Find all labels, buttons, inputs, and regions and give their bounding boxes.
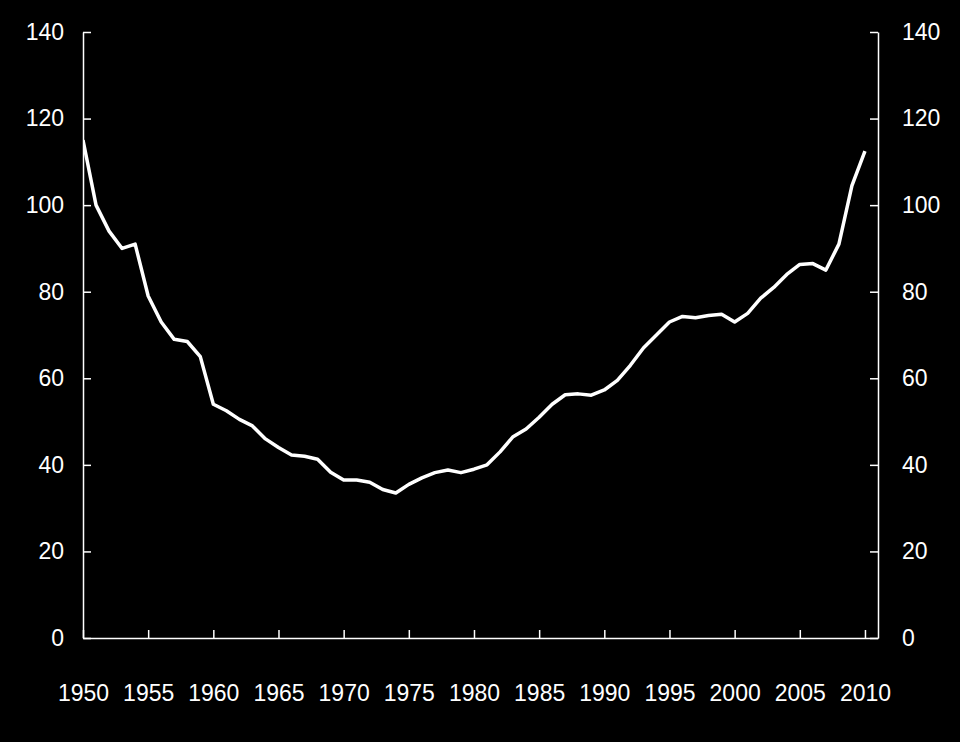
x-axis-line [84,638,879,640]
x-tick: 2000 [710,630,761,706]
y2-tick: 100 [870,192,940,218]
y2-tick-label: 0 [902,625,915,651]
y2-tick: 40 [870,452,928,478]
y-tick-mark [83,118,91,120]
y-tick: 0 [51,625,91,651]
x-tick-mark [343,630,345,638]
x-tick-mark [734,630,736,638]
y-tick-mark [83,551,91,553]
x-tick-mark [800,630,802,638]
x-tick-label: 1955 [123,680,174,706]
y2-tick-label: 140 [902,19,940,45]
y2-tick-mark [870,551,878,553]
x-tick-label: 1970 [319,680,370,706]
x-tick: 1985 [514,630,565,706]
x-tick: 1955 [123,630,174,706]
x-tick: 1970 [319,630,370,706]
x-axis: 1950 1955 1960 1965 1970 1975 1980 1985 1990 1995… [58,630,891,706]
y2-tick: 80 [870,279,928,305]
x-tick: 1965 [253,630,304,706]
x-tick: 1950 [58,630,109,706]
x-tick-label: 2005 [775,680,826,706]
x-tick-mark [474,630,476,638]
y2-tick: 20 [870,538,928,564]
y-tick: 120 [26,105,91,131]
x-tick: 1960 [188,630,239,706]
y-tick-mark [83,205,91,207]
x-tick: 2010 [840,630,891,706]
y-tick-mark [83,291,91,293]
x-tick-label: 1980 [449,680,500,706]
y2-tick-mark [870,638,878,640]
y2-tick: 120 [870,105,940,131]
x-tick-mark [539,630,541,638]
x-tick-label: 1950 [58,680,109,706]
x-tick-mark [148,630,150,638]
x-tick-mark [865,630,867,638]
y2-tick-mark [870,118,878,120]
x-tick-mark [604,630,606,638]
y-tick-label: 60 [38,365,64,391]
x-tick: 1980 [449,630,500,706]
y2-axis-line [878,33,880,639]
y-tick: 100 [26,192,91,218]
y-tick-label: 120 [26,105,64,131]
y2-tick-label: 80 [902,279,928,305]
y-tick: 40 [38,452,91,478]
x-tick-mark [409,630,411,638]
y-tick-mark [83,638,91,640]
x-tick: 1975 [384,630,435,706]
y-tick-mark [83,465,91,467]
y2-tick: 60 [870,365,928,391]
y-axis: 0 20 40 60 80 100 120 140 [26,19,91,651]
y2-tick-label: 60 [902,365,928,391]
y2-tick-mark [870,32,878,34]
x-tick-label: 1985 [514,680,565,706]
plot: 1950 1955 1960 1965 1970 1975 1980 1985 1990 1995… [26,19,941,706]
x-tick: 2005 [775,630,826,706]
y2-tick: 140 [870,19,940,45]
y2-tick-label: 40 [902,452,928,478]
y-tick-label: 100 [26,192,64,218]
chart: 1950 1955 1960 1965 1970 1975 1980 1985 1990 1995… [0,0,960,742]
y-axis-line [83,33,85,639]
y-tick-label: 0 [51,625,64,651]
x-tick-mark [669,630,671,638]
y-tick-label: 40 [38,452,64,478]
background [0,0,960,742]
x-tick-label: 1965 [253,680,304,706]
x-tick-mark [213,630,215,638]
x-tick-label: 2000 [710,680,761,706]
y-tick: 20 [38,538,91,564]
y-tick-label: 20 [38,538,64,564]
x-tick-label: 1975 [384,680,435,706]
x-tick-mark [278,630,280,638]
y-tick-mark [83,378,91,380]
y2-tick-mark [870,465,878,467]
x-tick: 1995 [644,630,695,706]
y2-tick-label: 100 [902,192,940,218]
y-tick-label: 140 [26,19,64,45]
y2-axis: 0 20 40 60 80 100 120 140 [870,19,940,651]
x-tick-label: 1995 [644,680,695,706]
x-tick-label: 1960 [188,680,239,706]
y-tick: 60 [38,365,91,391]
y-tick-mark [83,32,91,34]
y-tick: 80 [38,279,91,305]
y2-tick: 0 [870,625,915,651]
x-tick-label: 1990 [579,680,630,706]
series-group [83,140,865,493]
x-tick-label: 2010 [840,680,891,706]
data-line [83,140,865,493]
y2-tick-label: 120 [902,105,940,131]
y2-tick-mark [870,378,878,380]
y2-tick-mark [870,291,878,293]
x-tick: 1990 [579,630,630,706]
y2-tick-mark [870,205,878,207]
y2-tick-label: 20 [902,538,928,564]
y-tick-label: 80 [38,279,64,305]
y-tick: 140 [26,19,91,45]
